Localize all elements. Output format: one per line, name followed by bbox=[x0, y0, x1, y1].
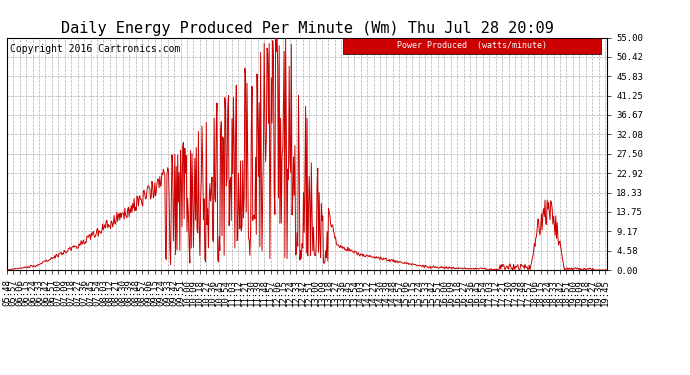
Text: Power Produced  (watts/minute): Power Produced (watts/minute) bbox=[397, 41, 547, 50]
Title: Daily Energy Produced Per Minute (Wm) Thu Jul 28 20:09: Daily Energy Produced Per Minute (Wm) Th… bbox=[61, 21, 553, 36]
Text: Copyright 2016 Cartronics.com: Copyright 2016 Cartronics.com bbox=[10, 45, 180, 54]
FancyBboxPatch shape bbox=[343, 38, 601, 54]
